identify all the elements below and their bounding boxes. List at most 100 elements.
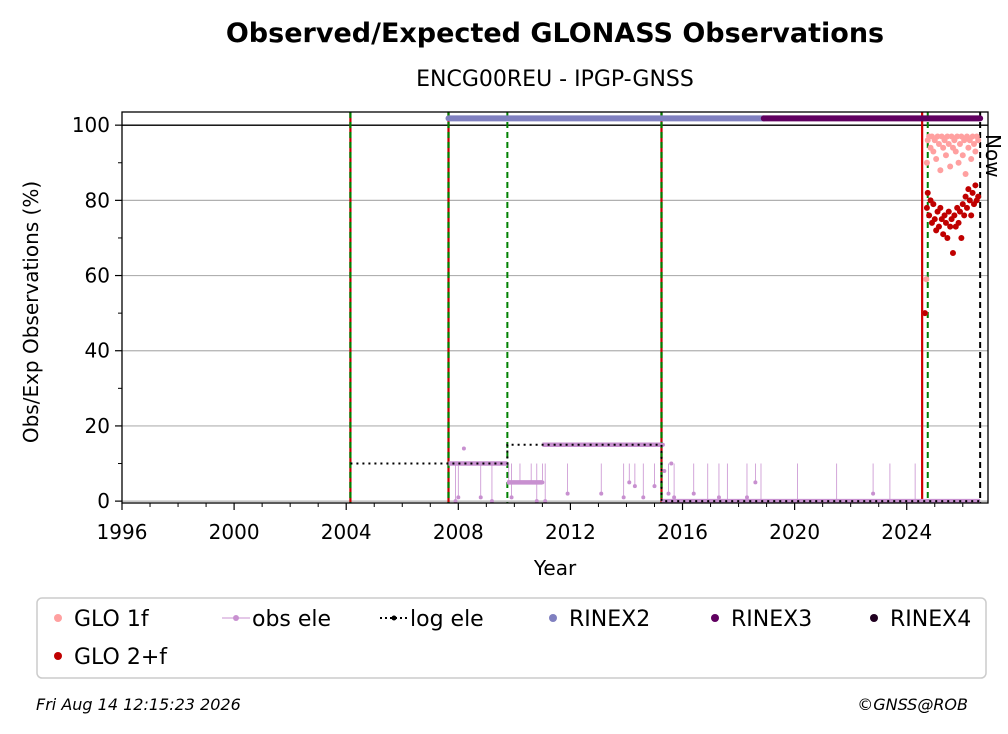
obs-ele-point	[641, 495, 646, 500]
data-point	[959, 201, 966, 208]
obs-ele-point	[753, 480, 758, 485]
data-point	[923, 159, 930, 166]
obs-ele-point	[627, 480, 632, 485]
legend-label: obs ele	[252, 607, 331, 632]
obs-ele-point	[534, 499, 539, 504]
data-point	[954, 133, 961, 140]
data-point	[930, 148, 937, 155]
y-tick-label: 40	[85, 339, 110, 363]
data-point	[934, 133, 941, 140]
event-lines	[349, 112, 982, 503]
data-point	[955, 219, 962, 226]
data-point	[923, 204, 930, 211]
log-ele-line	[350, 443, 981, 503]
obs-ele-point	[517, 480, 522, 485]
data-point	[941, 212, 948, 219]
obs-ele-point	[666, 491, 671, 496]
data-point	[955, 159, 962, 166]
grid-lines	[122, 124, 988, 502]
data-point	[962, 171, 969, 178]
data-point	[947, 163, 954, 170]
y-tick-label: 60	[85, 264, 110, 288]
data-point	[956, 208, 963, 215]
data-point	[945, 208, 952, 215]
x-tick-label: 2020	[769, 520, 820, 544]
x-tick-label: 2008	[433, 520, 484, 544]
obs-ele-point	[456, 495, 461, 500]
obs-ele-point	[744, 495, 749, 500]
data-point	[969, 189, 976, 196]
data-point	[944, 234, 951, 241]
data-point	[958, 234, 965, 241]
data-point	[930, 201, 937, 208]
data-point	[969, 133, 976, 140]
data-point	[942, 152, 949, 159]
legend-label: RINEX4	[890, 607, 971, 632]
data-point	[965, 144, 972, 151]
chart-subtitle: ENCG00REU - IPGP-GNSS	[416, 67, 694, 92]
data-point	[949, 249, 956, 256]
obs-ele-point	[662, 469, 667, 474]
obs-ele-point	[716, 495, 721, 500]
obs-ele-point	[489, 499, 494, 504]
obs-ele-point	[632, 484, 637, 489]
data-point	[952, 148, 959, 155]
data-point	[961, 212, 968, 219]
legend-marker	[391, 615, 397, 621]
data-point	[968, 212, 975, 219]
data-point	[972, 148, 979, 155]
data-point	[975, 137, 982, 144]
obs-ele-point	[461, 446, 466, 451]
data-point	[940, 144, 947, 151]
legend: GLO 1f obs ele log ele RINEX2 RINEX3 RINEX4 GL…	[54, 607, 971, 670]
obs-ele-point	[453, 499, 458, 504]
data-point	[972, 182, 979, 189]
data-point	[951, 212, 958, 219]
data-point	[966, 197, 973, 204]
axis-ticks: 0 20 40 60 80 100 1996 2000 2004 2008 2012 2016 2020…	[72, 113, 964, 544]
data-point	[924, 189, 931, 196]
data-point	[942, 219, 949, 226]
obs-ele-point	[691, 491, 696, 496]
data-point	[935, 223, 942, 230]
x-tick-label: 1996	[97, 520, 148, 544]
data-point	[965, 186, 972, 193]
data-series	[350, 115, 984, 504]
obs-ele-point	[478, 495, 483, 500]
chart-title: Observed/Expected GLONASS Observations	[226, 18, 884, 49]
x-tick-label: 2000	[209, 520, 260, 544]
obs-ele-point	[543, 499, 548, 504]
data-point	[935, 140, 942, 147]
legend-label: RINEX3	[731, 607, 812, 632]
obs-ele-point	[565, 491, 570, 496]
data-point	[975, 193, 982, 200]
x-axis-label: Year	[533, 556, 577, 580]
x-tick-label: 2024	[881, 520, 932, 544]
legend-label: RINEX2	[569, 607, 650, 632]
data-point	[959, 152, 966, 159]
data-point	[945, 140, 952, 147]
obs-ele-point	[913, 499, 918, 504]
y-tick-label: 20	[85, 414, 110, 438]
y-tick-label: 0	[97, 489, 110, 513]
data-point	[921, 310, 928, 317]
obs-ele-point	[540, 480, 545, 485]
data-point	[933, 155, 940, 162]
data-point	[926, 212, 933, 219]
y-axis-label: Obs/Exp Observations (%)	[19, 181, 43, 443]
data-point	[962, 193, 969, 200]
data-point	[937, 204, 944, 211]
legend-label: log ele	[410, 607, 484, 632]
y-tick-label: 100	[72, 113, 110, 137]
data-point	[923, 276, 930, 283]
legend-marker	[870, 614, 878, 622]
obs-ele-point	[621, 495, 626, 500]
legend-marker	[54, 652, 62, 660]
obs-ele-point	[599, 491, 604, 496]
obs-ele-point	[529, 480, 534, 485]
data-point	[937, 167, 944, 174]
footer-credit: ©GNSS@ROB	[857, 695, 968, 714]
y-tick-label: 80	[85, 188, 110, 212]
obs-ele-point	[506, 480, 511, 485]
